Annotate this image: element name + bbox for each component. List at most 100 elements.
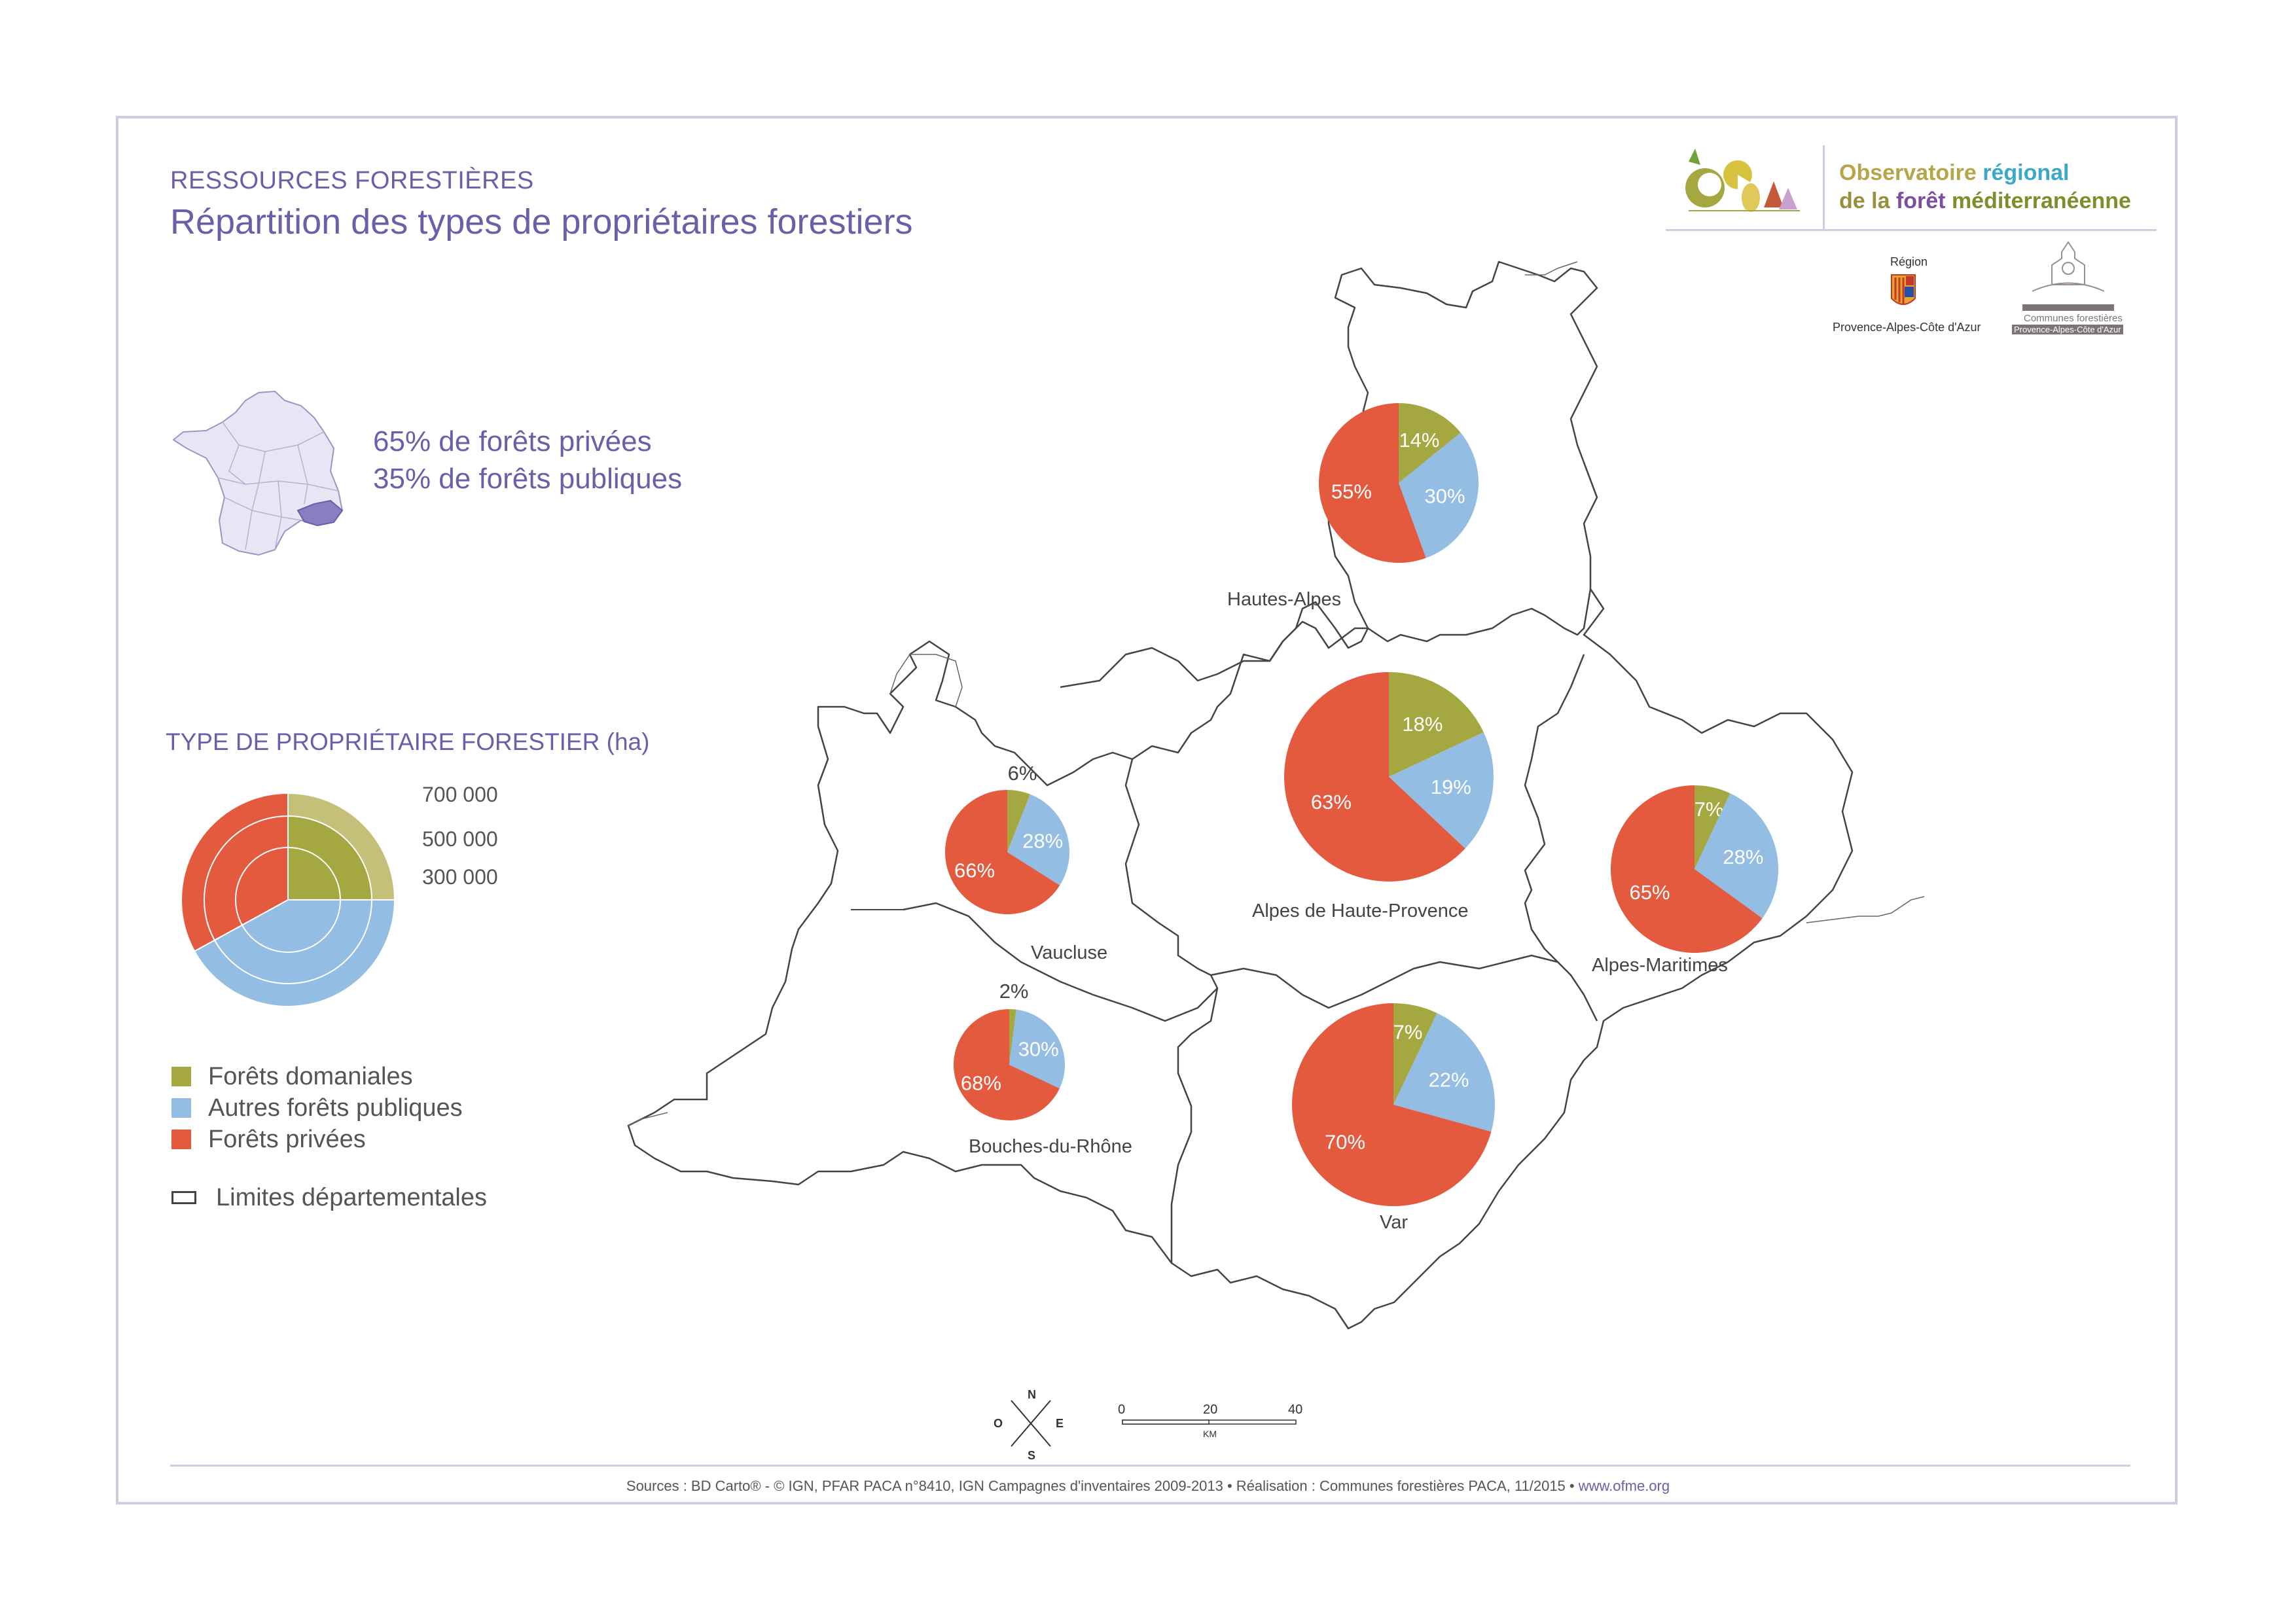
pie-label-bouches-du-rh-ne-domaniales: 2% (999, 980, 1029, 1003)
pie-label-hautes-alpes-privees: 55% (1331, 480, 1372, 503)
border-west (628, 1112, 668, 1126)
dept-label-alpes-maritimes: Alpes-Maritimes (1592, 955, 1728, 976)
pie-slice-alpes-de-haute-provence-autres-publiques (1389, 732, 1494, 849)
compass-n: N (1028, 1388, 1036, 1401)
dept-label-var: Var (1380, 1212, 1408, 1233)
legend-label-autres-publiques: Autres forêts publiques (208, 1094, 463, 1122)
pie-slice-hautes-alpes-privees (1319, 403, 1426, 563)
compass-icon: N S E O (994, 1388, 1064, 1462)
footer-sources-text: Sources : BD Carto® - © IGN, PFAR PACA n… (626, 1478, 1579, 1494)
pie-slice-bouches-du-rh-ne-autres-publiques (1009, 1009, 1066, 1089)
compass-s: S (1028, 1449, 1035, 1462)
dept-label-bouches-du-rhone: Bouches-du-Rhône (969, 1136, 1132, 1157)
legend-item-privees: Forêts privées (171, 1125, 366, 1153)
pie-slice-hautes-alpes-domaniales (1399, 403, 1461, 483)
observatoire-logo-icon (1685, 149, 1800, 212)
pie-slice-var-domaniales (1393, 1003, 1437, 1105)
legend-circle-2-privees (235, 846, 289, 926)
boundary-05-04 (1060, 588, 1592, 688)
border-north-vaucluse (889, 654, 963, 707)
stats-private-line: 65% de forêts privées (373, 425, 652, 457)
logo-text-observatoire: Observatoire (1839, 160, 1983, 185)
legend-swatch-privees (171, 1130, 191, 1149)
pie-label-bouches-du-rh-ne-privees: 68% (961, 1071, 1001, 1094)
pie-slice-vaucluse-autres-publiques (1007, 794, 1069, 885)
legend-label-privees: Forêts privées (208, 1125, 366, 1153)
legend-label-domaniales: Forêts domaniales (208, 1062, 413, 1090)
pie-label-alpes-maritimes-domaniales: 7% (1695, 798, 1724, 821)
legend-label-boundaries: Limites départementales (216, 1183, 487, 1211)
pie-label-alpes-de-haute-provence-domaniales: 18% (1402, 713, 1443, 736)
legend-circle-2-autres-publiques (241, 899, 342, 953)
legend-size-300000: 300 000 (422, 865, 498, 889)
pie-label-vaucluse-autres-publiques: 28% (1022, 829, 1063, 852)
pie-slice-alpes-de-haute-provence-domaniales (1389, 672, 1484, 777)
observatoire-title-line2: de la forêt méditerranéenne (1839, 188, 2131, 214)
pie-label-hautes-alpes-autres-publiques: 30% (1425, 485, 1465, 508)
pie-label-var-domaniales: 7% (1393, 1020, 1423, 1043)
pie-slice-var-privees (1292, 1003, 1492, 1206)
pie-label-var-privees: 70% (1325, 1130, 1365, 1153)
pie-slice-vaucluse-domaniales (1007, 790, 1030, 852)
footer-url-link[interactable]: www.ofme.org (1578, 1478, 1670, 1494)
region-coat-of-arms-icon (1891, 274, 1916, 305)
region-label-bottom: Provence-Alpes-Côte d'Azur (1833, 321, 1981, 334)
pie-label-var-autres-publiques: 22% (1429, 1068, 1469, 1091)
legend-proportional-circles (181, 792, 396, 1007)
logo-text-de-la: de la (1839, 188, 1896, 213)
pie-label-alpes-maritimes-autres-publiques: 28% (1723, 846, 1763, 868)
scale-unit: KM (1203, 1429, 1217, 1439)
pie-label-vaucluse-domaniales: 6% (1008, 762, 1037, 785)
border-east (1806, 896, 1925, 923)
page-frame (116, 116, 2178, 1505)
footer-rule (170, 1465, 2130, 1467)
compass-o: O (994, 1417, 1003, 1430)
boundary-04-06 (1524, 654, 1598, 1022)
pie-slice-bouches-du-rh-ne-privees (954, 1009, 1060, 1120)
boundary-13-83 (1170, 988, 1219, 1263)
scale-tick-40: 40 (1288, 1402, 1302, 1417)
pie-slice-bouches-du-rh-ne-domaniales (1009, 1009, 1016, 1065)
boundary-84-04 (1124, 758, 1211, 976)
stats-public-line: 35% de forêts publiques (373, 463, 683, 495)
pie-label-hautes-alpes-domaniales: 14% (1399, 429, 1439, 452)
observatoire-title-line1: Observatoire régional (1839, 160, 2069, 186)
legend-swatch-domaniales (171, 1067, 191, 1086)
legend-size-500000: 500 000 (422, 827, 498, 851)
france-inset-map (172, 390, 344, 556)
dept-label-vaucluse: Vaucluse (1031, 942, 1108, 963)
legend-item-autres-publiques: Autres forêts publiques (171, 1094, 463, 1122)
pie-slice-alpes-de-haute-provence-privees (1284, 672, 1465, 882)
communes-forestieres-logo-icon (2022, 241, 2114, 311)
legend-size-700000: 700 000 (422, 783, 498, 806)
dept-label-hautes-alpes: Hautes-Alpes (1227, 589, 1342, 610)
page-title: Répartition des types de propriétaires f… (170, 202, 913, 241)
boundary-84-13 (903, 902, 1219, 1022)
logo-text-foret: forêt (1895, 188, 1952, 213)
pie-slice-alpes-maritimes-privees (1611, 785, 1763, 954)
legend-swatch-autres-publiques (171, 1098, 191, 1118)
pie-label-bouches-du-rh-ne-autres-publiques: 30% (1018, 1037, 1059, 1060)
legend-swatch-boundaries (171, 1191, 196, 1204)
legend-title: TYPE DE PROPRIÉTAIRE FORESTIER (ha) (166, 728, 650, 755)
italy-border (1525, 261, 1578, 276)
pie-slice-hautes-alpes-autres-publiques (1399, 433, 1479, 558)
communes-label-line1: Communes forestières (2024, 313, 2123, 324)
logo-text-regional: régional (1982, 160, 2070, 185)
scale-tick-0: 0 (1118, 1402, 1125, 1417)
pie-slice-vaucluse-privees (945, 790, 1060, 914)
pie-label-alpes-de-haute-provence-autres-publiques: 19% (1431, 776, 1471, 798)
scale-bar: 0 20 40 KM (1118, 1402, 1302, 1439)
compass-e: E (1056, 1417, 1064, 1430)
region-outline (627, 260, 1854, 1330)
logo-text-mediterraneenne: méditerranéenne (1951, 188, 2131, 213)
legend-item-domaniales: Forêts domaniales (171, 1063, 413, 1090)
footer-sources: Sources : BD Carto® - © IGN, PFAR PACA n… (0, 1478, 2296, 1495)
pie-label-alpes-de-haute-provence-privees: 63% (1311, 791, 1352, 813)
boundary-04-83 (1210, 954, 1558, 1009)
dept-label-alpes-haute-provence: Alpes de Haute-Provence (1252, 901, 1469, 921)
pie-label-alpes-maritimes-privees: 65% (1630, 881, 1670, 904)
legend-circle-2-domaniales (287, 846, 342, 901)
